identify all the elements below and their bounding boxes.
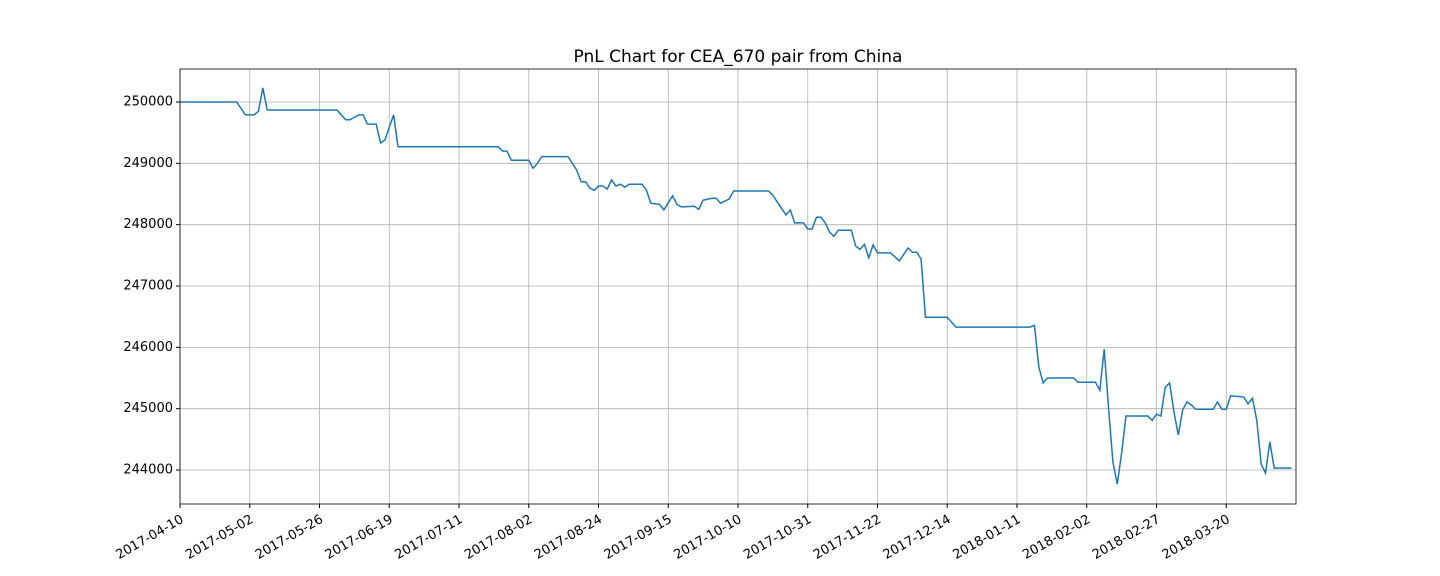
x-tick-label: 2017-04-10 [113, 512, 186, 563]
x-tick-label: 2018-02-02 [1020, 512, 1093, 563]
x-tick-label: 2017-11-22 [811, 512, 884, 563]
x-tick-label: 2018-02-27 [1090, 512, 1163, 563]
x-tick-label: 2017-12-14 [881, 512, 954, 563]
chart-title: PnL Chart for CEA_670 pair from China [574, 47, 903, 67]
y-tick-label: 247000 [123, 279, 173, 294]
x-tick-label: 2017-05-26 [253, 512, 326, 563]
plot-frame [179, 68, 1297, 505]
y-tick-label: 249000 [123, 156, 173, 171]
x-tick-label: 2017-10-10 [671, 512, 744, 563]
x-tick-label: 2018-03-20 [1160, 512, 1233, 563]
y-tick-label: 244000 [123, 463, 173, 478]
x-tick-label: 2017-05-02 [183, 512, 256, 563]
line-series [180, 87, 1292, 485]
x-tick-label: 2017-08-02 [462, 512, 535, 563]
x-tick-label: 2017-09-15 [602, 512, 675, 563]
x-tick-label: 2018-01-11 [950, 512, 1023, 563]
x-tick-label: 2017-08-24 [532, 512, 605, 563]
y-tick-label: 245000 [123, 401, 173, 416]
x-tick-label: 2017-10-31 [741, 512, 814, 563]
y-tick-label: 248000 [123, 217, 173, 232]
y-tick-label: 250000 [123, 94, 173, 109]
x-tick-label: 2017-07-11 [392, 512, 465, 563]
x-tick-label: 2017-06-19 [323, 512, 396, 563]
y-tick-label: 246000 [123, 340, 173, 355]
